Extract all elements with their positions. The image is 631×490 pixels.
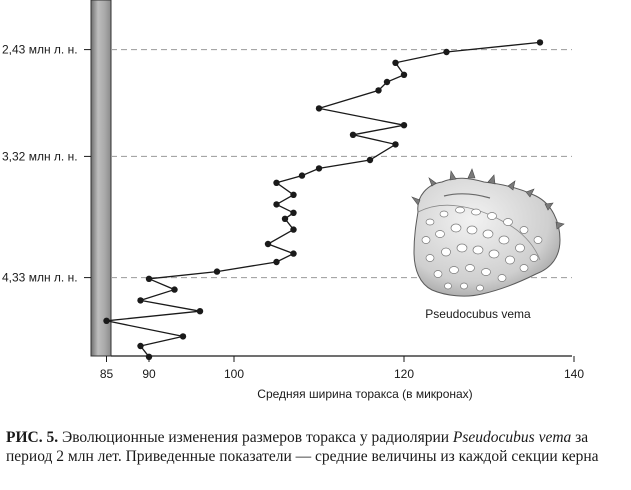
data-point	[375, 87, 382, 94]
data-point	[145, 275, 153, 282]
data-point	[315, 165, 323, 172]
data-point	[290, 226, 297, 233]
data-point	[298, 172, 306, 179]
data-point	[443, 48, 450, 56]
data-point	[281, 215, 289, 222]
data-point	[264, 240, 272, 248]
data-series	[103, 39, 544, 360]
x-tick-label: 100	[224, 367, 244, 381]
caption-text-after: за период 2 млн лет. Приведенные показат…	[6, 429, 599, 465]
data-point	[137, 342, 144, 350]
data-point	[213, 268, 221, 275]
data-point	[392, 141, 399, 148]
x-tick-label: 85	[100, 367, 114, 381]
data-point	[196, 308, 204, 315]
data-point	[273, 179, 280, 186]
data-point	[103, 317, 110, 324]
caption-text-before: Эволюционные изменения размеров торакса …	[58, 429, 453, 446]
data-point	[366, 156, 374, 164]
data-point	[315, 105, 323, 112]
x-axis-label: Средняя ширина торакса (в микронах)	[257, 387, 472, 401]
specimen-illustration	[411, 168, 565, 297]
data-point	[536, 39, 544, 46]
caption-species: Pseudocubus vema	[452, 429, 572, 446]
x-tick-label: 90	[142, 367, 156, 381]
chart-area: 2,43 млн л. н. 3,32 млн л. н. 4,33 млн л. …	[2, 0, 584, 401]
data-point	[290, 191, 297, 198]
x-tick-label: 120	[394, 367, 414, 381]
caption-label: РИС. 5.	[6, 429, 59, 446]
core-column	[90, 0, 112, 357]
data-point	[290, 250, 297, 257]
data-point	[179, 333, 187, 340]
data-point	[273, 201, 280, 208]
data-point	[383, 78, 391, 86]
data-point	[290, 209, 297, 216]
data-point	[392, 59, 399, 66]
data-point	[145, 353, 153, 360]
data-point	[400, 122, 408, 129]
reference-label: 2,43 млн л. н.	[2, 43, 78, 57]
reference-label: 4,33 млн л. н.	[2, 271, 78, 285]
figure-caption: РИС. 5. Эволюционные изменения размеров …	[6, 428, 626, 466]
x-tick-label: 140	[564, 367, 584, 381]
reference-labels: 2,43 млн л. н. 3,32 млн л. н. 4,33 млн л. …	[2, 43, 78, 285]
data-point	[400, 71, 408, 79]
data-point	[171, 286, 178, 293]
reference-label: 3,32 млн л. н.	[2, 149, 78, 163]
data-point	[273, 258, 280, 266]
data-point	[349, 131, 357, 138]
data-point	[137, 297, 144, 304]
specimen-label: Pseudocubus vema	[425, 307, 531, 321]
x-ticks: 85 90 100 120 140	[100, 356, 584, 381]
